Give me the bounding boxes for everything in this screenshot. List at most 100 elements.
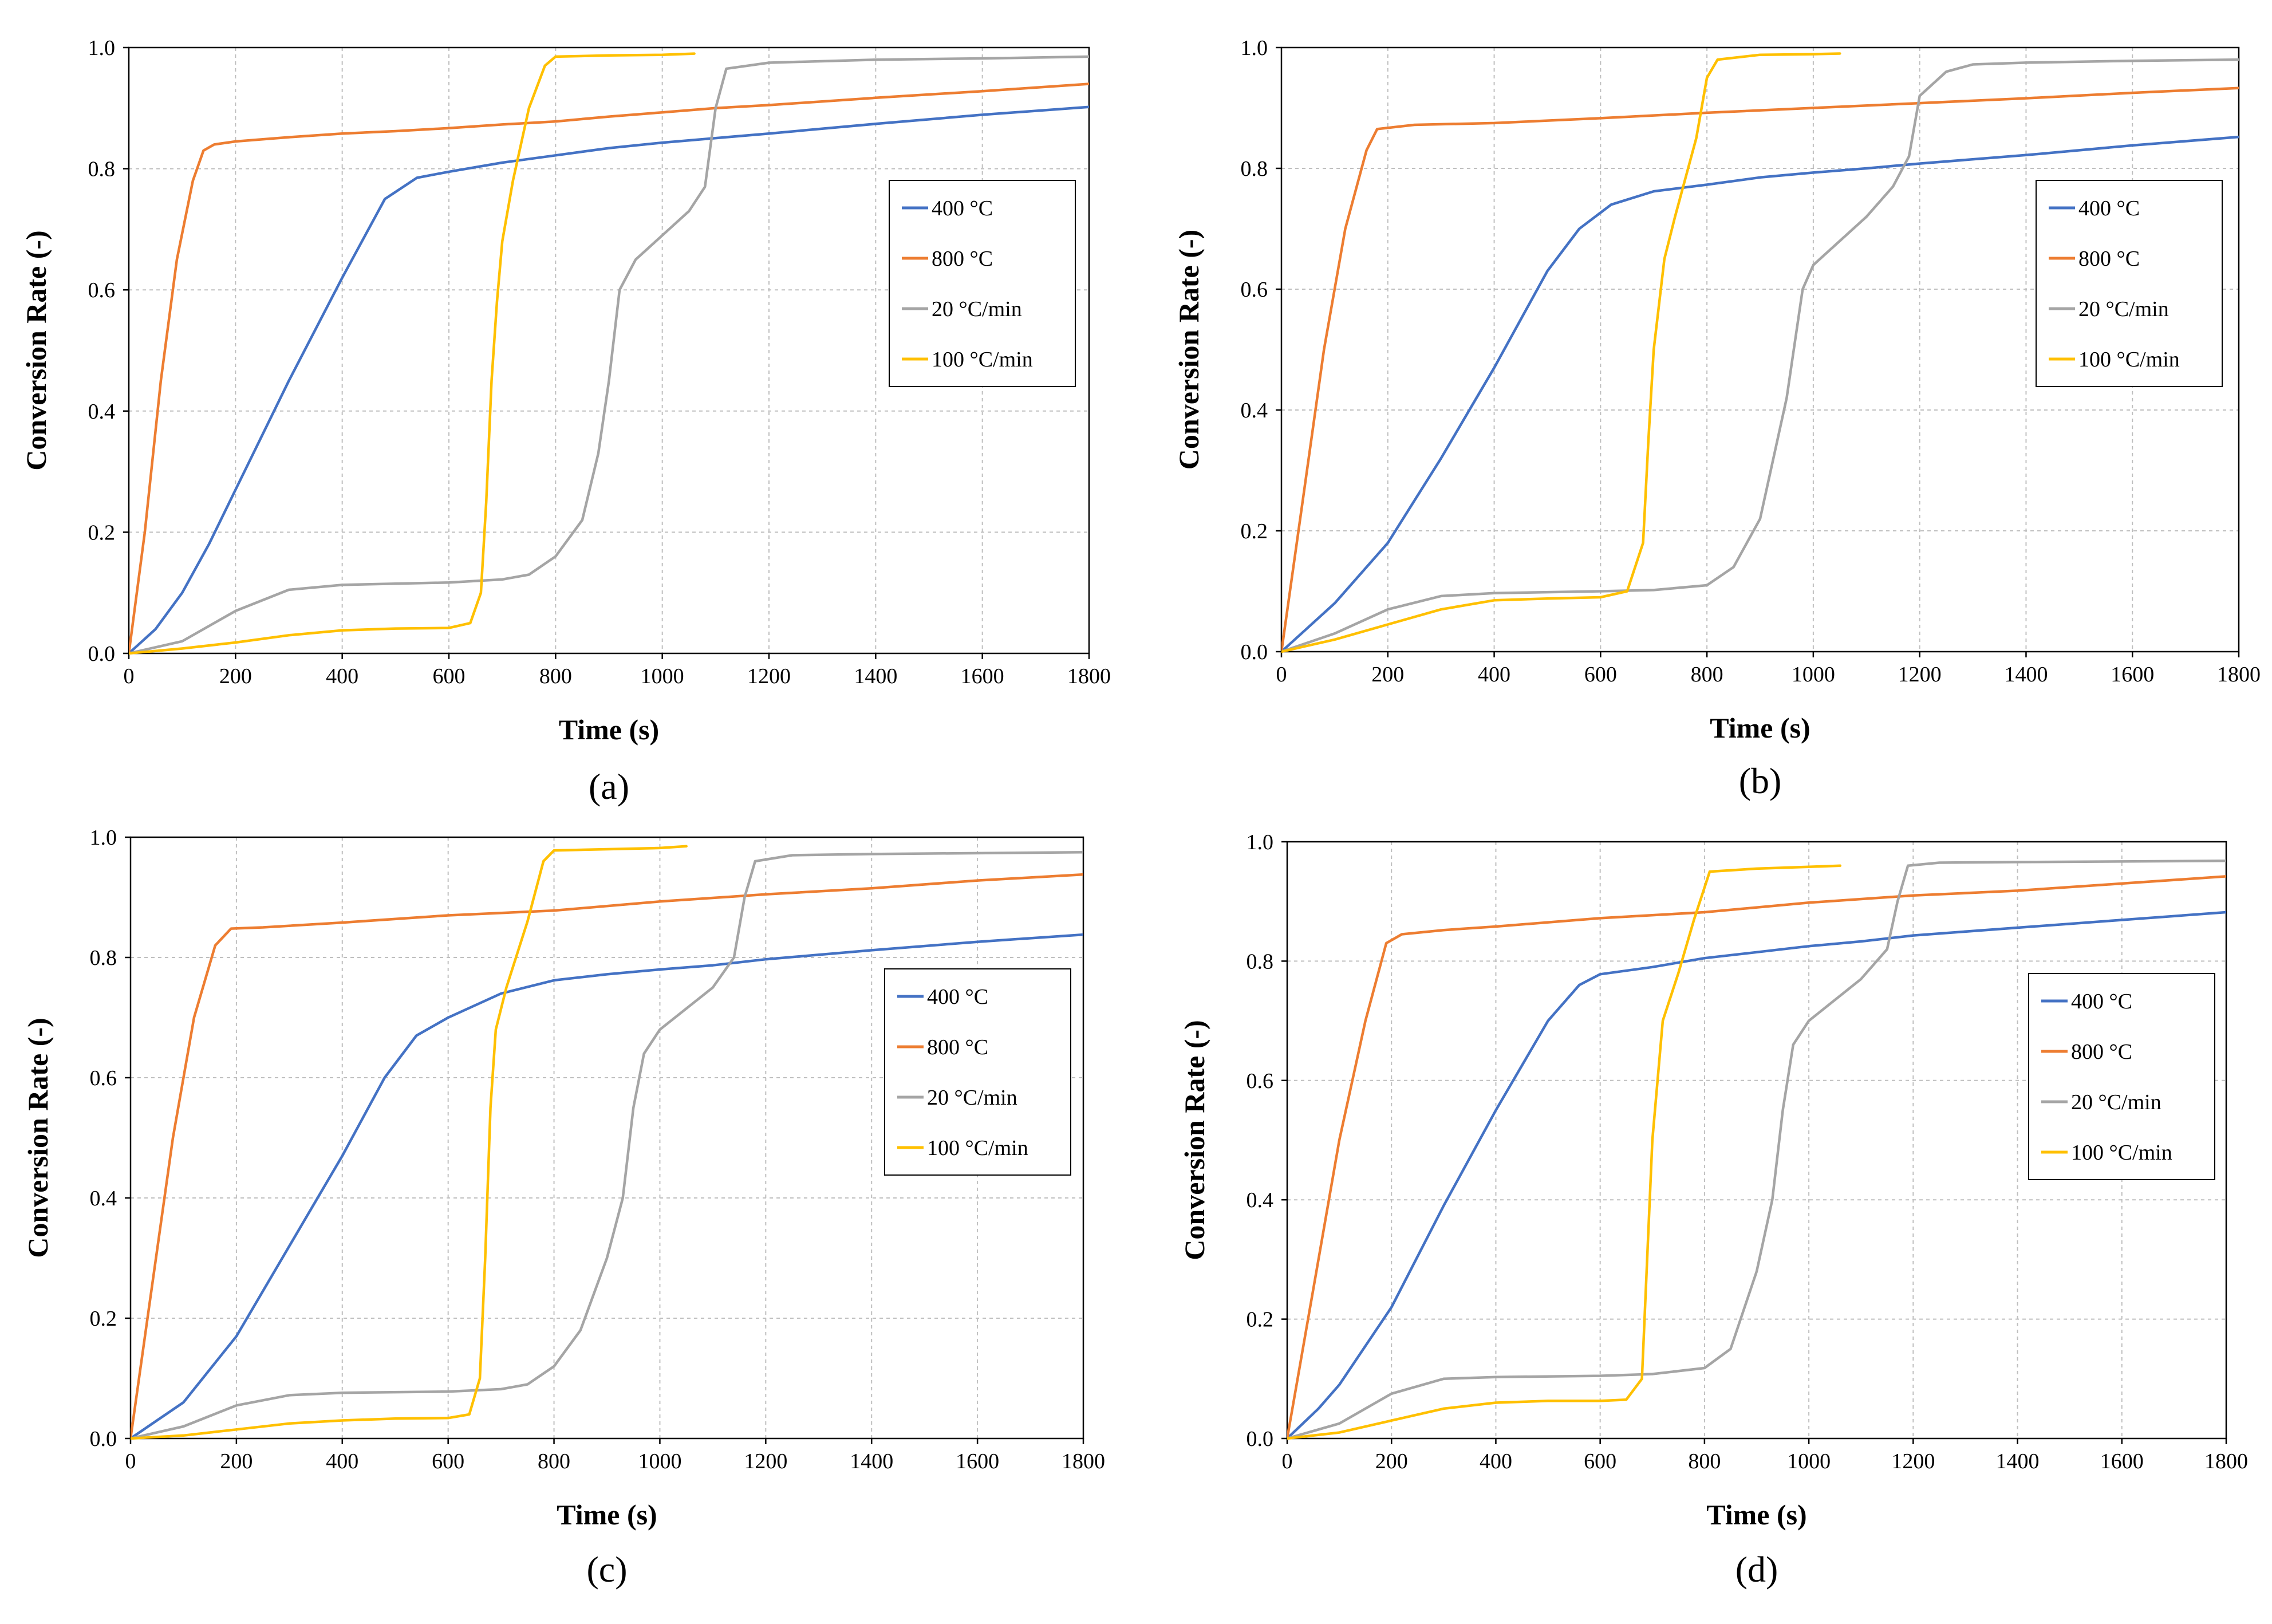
x-tick-label: 600	[1584, 1449, 1616, 1473]
legend-label: 400 °C	[927, 985, 988, 1009]
x-tick-label: 400	[326, 664, 358, 688]
legend-label: 800 °C	[2071, 1040, 2132, 1064]
x-tick-label: 200	[1375, 1449, 1408, 1473]
y-tick-label: 0.4	[90, 1187, 117, 1211]
plot-area-frame	[1286, 841, 2227, 1440]
y-tick-label: 0.6	[88, 278, 116, 302]
x-tick-label: 800	[1691, 663, 1723, 687]
y-tick-label: 0.2	[1241, 519, 1268, 543]
x-tick-label: 600	[1584, 663, 1617, 687]
legend-label: 400 °C	[932, 196, 993, 220]
x-tick-label: 1200	[744, 1449, 787, 1473]
x-tick-label: 1200	[1898, 663, 1942, 687]
y-tick-label: 0.4	[1241, 399, 1268, 423]
legend-box	[889, 180, 1076, 387]
y-tick-label: 0.4	[88, 400, 116, 424]
y-tick-label: 0.4	[1247, 1188, 1274, 1212]
x-tick-label: 1800	[2217, 663, 2261, 687]
y-tick-label: 0.0	[1247, 1427, 1274, 1451]
legend: 400 °C 800 °C 20 °C/min 100 °C/min	[2028, 973, 2215, 1180]
series-line-4	[1287, 864, 1842, 1440]
series-line-1	[1287, 910, 2226, 1440]
series-group	[1281, 52, 2239, 653]
y-tick-label: 0.8	[1241, 157, 1268, 181]
y-tick-label: 0.8	[90, 946, 117, 970]
y-tick-label: 0.2	[90, 1307, 117, 1331]
y-axis-title: Conversion Rate (-)	[20, 230, 52, 470]
x-tick-label: 1800	[2204, 1449, 2248, 1473]
y-tick-label: 0.0	[90, 1427, 117, 1451]
y-axis-title: Conversion Rate (-)	[22, 1018, 54, 1258]
panel-label: (d)	[1735, 1549, 1778, 1590]
x-tick-label: 1000	[641, 664, 684, 688]
series-line-1	[129, 105, 1089, 655]
series-line-4	[131, 845, 688, 1440]
plot-area-frame	[1280, 46, 2240, 653]
chart-panel-c: 0 200 400 600 800 1000 1200 1400 1600 1800 0.0 0.2 0…	[22, 826, 1105, 1590]
series-line-2	[1287, 875, 2226, 1440]
x-tick-label: 600	[432, 1449, 464, 1473]
series-line-1	[1281, 135, 2239, 653]
x-tick-label: 1600	[956, 1449, 999, 1473]
x-tick-label: 0	[1276, 663, 1287, 687]
x-tick-label: 800	[538, 1449, 570, 1473]
series-line-3	[129, 55, 1089, 655]
x-tick-label: 200	[1371, 663, 1404, 687]
y-tick-label: 1.0	[1247, 830, 1274, 854]
y-axis-title: Conversion Rate (-)	[1178, 1020, 1210, 1260]
x-axis-title: Time (s)	[1710, 712, 1810, 744]
y-tick-label: 0.0	[88, 642, 116, 666]
y-tick-label: 0.2	[1247, 1308, 1274, 1332]
x-tick-label: 400	[326, 1449, 358, 1473]
x-tick-label: 1800	[1067, 664, 1111, 688]
panel-label: (b)	[1739, 760, 1782, 801]
legend: 400 °C 800 °C 20 °C/min 100 °C/min	[889, 180, 1076, 387]
x-tick-label: 1000	[638, 1449, 681, 1473]
x-tick-label: 1400	[1996, 1449, 2040, 1473]
series-group	[129, 52, 1089, 655]
legend-label: 20 °C/min	[932, 297, 1022, 321]
legend-label: 20 °C/min	[927, 1086, 1017, 1110]
y-tick-label: 1.0	[88, 36, 116, 60]
legend-label: 100 °C/min	[2078, 348, 2180, 372]
legend-box	[884, 968, 1071, 1176]
x-tick-label: 1400	[854, 664, 897, 688]
x-axis-title: Time (s)	[1706, 1499, 1806, 1531]
x-tick-label: 1600	[2100, 1449, 2144, 1473]
y-tick-label: 0.2	[88, 521, 116, 545]
x-tick-label: 1600	[2111, 663, 2154, 687]
x-tick-label: 800	[1688, 1449, 1721, 1473]
x-tick-label: 1800	[1062, 1449, 1105, 1473]
legend-label: 20 °C/min	[2078, 297, 2169, 321]
x-tick-label: 1400	[850, 1449, 893, 1473]
series-line-2	[131, 873, 1083, 1440]
y-tick-label: 0.6	[1247, 1069, 1274, 1093]
series-line-3	[1281, 58, 2239, 653]
y-axis-title: Conversion Rate (-)	[1173, 230, 1205, 470]
legend-box	[2036, 180, 2223, 387]
legend: 400 °C 800 °C 20 °C/min 100 °C/min	[884, 968, 1071, 1176]
panel-label: (c)	[586, 1549, 627, 1590]
legend-label: 100 °C/min	[927, 1136, 1028, 1160]
x-tick-label: 1200	[1891, 1449, 1935, 1473]
series-line-3	[131, 851, 1083, 1440]
legend-label: 100 °C/min	[932, 348, 1033, 372]
y-tick-label: 0.6	[1241, 278, 1268, 302]
x-axis-title: Time (s)	[559, 714, 659, 746]
plot-area-frame	[129, 836, 1084, 1440]
chart-panel-b: 0 200 400 600 800 1000 1200 1400 1600 1800 0.0 0.2 0…	[1173, 36, 2261, 801]
x-tick-label: 0	[125, 1449, 136, 1473]
legend-label: 100 °C/min	[2071, 1141, 2172, 1165]
y-tick-label: 0.8	[1247, 949, 1274, 973]
x-tick-label: 200	[219, 664, 252, 688]
y-tick-label: 0.8	[88, 157, 116, 182]
x-axis-title: Time (s)	[557, 1499, 657, 1531]
series-line-2	[1281, 86, 2239, 653]
legend-label: 800 °C	[932, 247, 993, 271]
y-tick-label: 0.0	[1241, 640, 1268, 664]
x-tick-label: 1400	[2004, 663, 2048, 687]
x-tick-label: 400	[1478, 663, 1510, 687]
series-line-3	[1287, 860, 2226, 1440]
panel-label: (a)	[589, 766, 629, 807]
series-line-1	[131, 933, 1083, 1440]
